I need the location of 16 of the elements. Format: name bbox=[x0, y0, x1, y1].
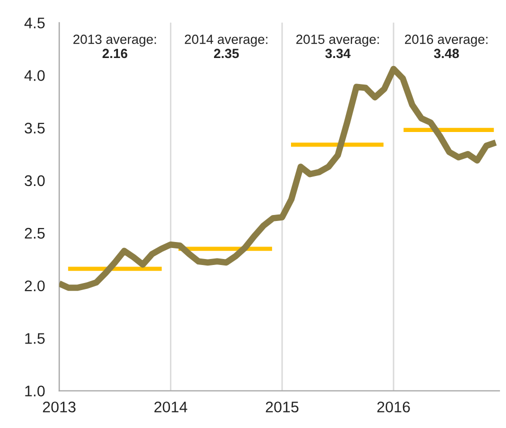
y-tick-label: 4.0 bbox=[24, 70, 45, 81]
x-tick-label: 2013 bbox=[42, 402, 76, 412]
y-tick-label: 1.0 bbox=[25, 386, 45, 396]
x-tick-label: 2014 bbox=[154, 402, 188, 412]
y-tick-label: 3.5 bbox=[24, 122, 45, 134]
annotation: 2014 average: 2.35 bbox=[184, 34, 268, 58]
annotation: 2016 average: 3.48 bbox=[404, 34, 488, 58]
x-tick-label: 2016 bbox=[377, 402, 410, 412]
annotation: 2015 average: 3.34 bbox=[296, 34, 379, 58]
annotation: 2013 average: 2.16 bbox=[73, 34, 156, 58]
y-tick-label: 2.5 bbox=[24, 228, 45, 239]
y-tick-label: 3.0 bbox=[24, 175, 45, 186]
y-tick-label: 1.5 bbox=[25, 333, 45, 344]
y-tick-label: 4.5 bbox=[24, 18, 45, 28]
x-tick-label: 2015 bbox=[266, 402, 298, 412]
y-tick-label: 2.0 bbox=[24, 280, 45, 292]
